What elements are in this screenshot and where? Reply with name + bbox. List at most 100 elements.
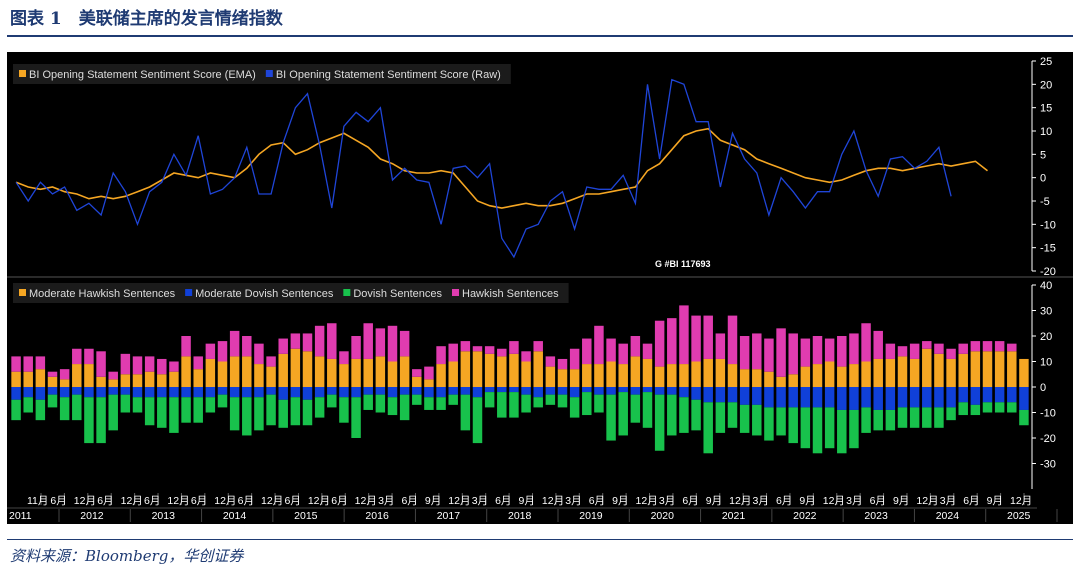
- bar-y-tick-label: 30: [1040, 306, 1052, 318]
- x-tick-label-month: 9月: [987, 495, 1003, 507]
- bar-dovish: [120, 394, 131, 413]
- bar-hawkish: [788, 333, 798, 375]
- bar-moderate-hawkish: [132, 374, 143, 387]
- x-tick-label-month: 12月: [542, 495, 564, 507]
- bar-hawkish: [569, 348, 580, 370]
- bar-moderate-dovish: [448, 387, 458, 395]
- bar-dovish: [217, 394, 228, 408]
- raw-series-line: [15, 78, 952, 259]
- bar-y-tick-label: 10: [1040, 357, 1052, 369]
- bar-moderate-dovish: [363, 387, 373, 395]
- bar-hawkish: [484, 346, 495, 354]
- bar-dovish: [72, 394, 82, 421]
- x-year-label: 2022: [793, 510, 817, 522]
- bar-moderate-hawkish: [387, 361, 398, 387]
- bar-moderate-hawkish: [885, 358, 896, 387]
- bar-dovish: [484, 392, 495, 408]
- bar-moderate-hawkish: [533, 351, 543, 387]
- bar-hawkish: [861, 323, 871, 362]
- bar-moderate-dovish: [314, 387, 325, 398]
- bar-dovish: [23, 397, 33, 413]
- bar-moderate-hawkish: [157, 374, 167, 387]
- bar-dovish: [302, 399, 313, 426]
- bar-moderate-hawkish: [679, 364, 689, 387]
- bar-hawkish: [157, 358, 167, 375]
- bar-dovish: [861, 407, 871, 433]
- x-tick-label-month: 3月: [940, 495, 956, 507]
- bar-moderate-dovish: [497, 387, 507, 393]
- bar-hawkish: [72, 348, 82, 365]
- bar-hawkish: [47, 371, 58, 377]
- bar-hawkish: [96, 351, 106, 377]
- bar-hawkish: [460, 341, 471, 352]
- x-tick-label-month: 3月: [565, 495, 581, 507]
- bar-dovish: [557, 394, 568, 408]
- x-tick-label-month: 3月: [753, 495, 769, 507]
- bar-moderate-hawkish: [569, 369, 580, 387]
- bar-moderate-hawkish: [59, 379, 70, 387]
- x-tick-label-month: 6月: [238, 495, 254, 507]
- bar-hawkish: [812, 336, 823, 365]
- bar-dovish: [545, 394, 556, 405]
- bar-moderate-hawkish: [934, 353, 944, 387]
- bar-dovish: [144, 397, 155, 426]
- bar-hawkish: [472, 346, 483, 352]
- line-y-tick-label: -15: [1040, 243, 1056, 255]
- bar-hawkish: [739, 336, 750, 370]
- bar-moderate-dovish: [217, 387, 228, 395]
- line-legend-swatch: [265, 70, 273, 77]
- bar-moderate-dovish: [193, 387, 203, 398]
- bar-dovish: [788, 407, 798, 444]
- bar-hawkish: [375, 328, 386, 357]
- bar-moderate-hawkish: [994, 351, 1005, 387]
- bar-moderate-hawkish: [1007, 351, 1017, 387]
- bar-hawkish: [327, 323, 337, 359]
- bar-moderate-dovish: [254, 387, 264, 398]
- bar-moderate-hawkish: [715, 358, 726, 387]
- bar-legend-label: Hawkish Sentences: [462, 288, 559, 300]
- bar-dovish: [278, 399, 288, 428]
- bar-moderate-dovish: [266, 387, 276, 395]
- bar-y-tick-label: 20: [1040, 331, 1052, 343]
- bar-hawkish: [970, 341, 981, 352]
- bar-moderate-hawkish: [776, 376, 786, 387]
- bar-hawkish: [679, 305, 689, 365]
- bar-dovish: [181, 397, 191, 423]
- bar-legend-label: Dovish Sentences: [353, 288, 442, 300]
- bar-hawkish: [727, 315, 738, 365]
- bar-moderate-hawkish: [800, 366, 811, 387]
- x-year-label: 2011: [9, 510, 32, 522]
- bar-dovish: [909, 407, 920, 428]
- x-year-label: 2014: [223, 510, 247, 522]
- bar-hawkish: [630, 336, 641, 357]
- x-tick-label-month: 12月: [448, 495, 470, 507]
- bar-hawkish: [545, 356, 556, 367]
- bar-moderate-hawkish: [897, 356, 908, 387]
- x-tick-label-month: 6月: [284, 495, 300, 507]
- bar-moderate-hawkish: [84, 364, 94, 387]
- bar-dovish: [764, 407, 774, 441]
- bar-moderate-hawkish: [594, 364, 604, 387]
- bar-hawkish: [35, 356, 46, 370]
- bar-dovish: [885, 409, 896, 431]
- bar-moderate-dovish: [982, 387, 993, 403]
- bar-moderate-dovish: [569, 387, 580, 398]
- bar-dovish: [654, 394, 665, 451]
- bar-moderate-hawkish: [764, 371, 774, 387]
- bar-moderate-dovish: [144, 387, 155, 398]
- bar-dovish: [387, 397, 398, 416]
- bar-moderate-dovish: [11, 387, 21, 400]
- bar-dovish: [229, 397, 240, 431]
- bar-moderate-dovish: [703, 387, 713, 403]
- bar-moderate-hawkish: [242, 356, 252, 387]
- bar-moderate-hawkish: [654, 366, 665, 387]
- bar-dovish: [873, 409, 883, 431]
- bar-moderate-dovish: [72, 387, 82, 395]
- x-year-label: 2015: [294, 510, 318, 522]
- bar-hawkish: [994, 341, 1005, 352]
- bar-moderate-hawkish: [47, 376, 58, 387]
- bar-moderate-dovish: [922, 387, 932, 408]
- bar-moderate-hawkish: [922, 348, 932, 387]
- bar-moderate-dovish: [788, 387, 798, 408]
